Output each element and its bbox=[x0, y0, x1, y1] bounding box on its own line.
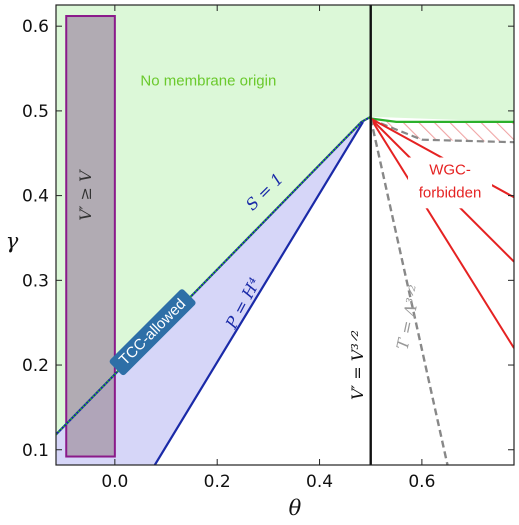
x-tick-label: 0.2 bbox=[204, 472, 231, 492]
wgc-upper-line bbox=[370, 117, 514, 124]
y-tick-label: 0.5 bbox=[22, 102, 49, 122]
y-axis-label: γ bbox=[6, 229, 19, 253]
x-axis-label: θ bbox=[289, 496, 302, 520]
wgc-boundary-line-2 bbox=[369, 117, 514, 349]
y-tick-label: 0.3 bbox=[22, 271, 49, 291]
wgc-dashed-line bbox=[370, 118, 514, 144]
v-prime-ge-v-label: V′ ≥ V bbox=[76, 169, 95, 221]
v-prime-ge-v-rect bbox=[65, 15, 116, 458]
tcc-allowed-region bbox=[56, 121, 363, 465]
x-tick-label: 0.4 bbox=[306, 472, 333, 492]
wgc-label-background bbox=[408, 157, 493, 209]
wgc-label-group: WGC- forbidden bbox=[408, 157, 493, 209]
wgc-label-line2: forbidden bbox=[419, 184, 482, 201]
tcc-label-background bbox=[109, 289, 196, 376]
no-membrane-label: No membrane origin bbox=[140, 72, 276, 89]
y-tick-label: 0.1 bbox=[22, 441, 49, 461]
x-tick-label: 0.0 bbox=[101, 472, 128, 492]
wgc-hatch-region bbox=[370, 118, 514, 143]
x-tick-label: 0.6 bbox=[408, 472, 435, 492]
t-equals-lambda-line bbox=[369, 118, 449, 465]
t-equals-lambda-label: T = Λ³ᐟ² bbox=[393, 283, 425, 351]
y-tick-label: 0.6 bbox=[22, 17, 49, 37]
plot-area bbox=[56, 5, 514, 465]
p-equals-h4-line bbox=[153, 121, 364, 465]
wgc-label-line1: WGC- bbox=[429, 161, 471, 178]
plot-frame bbox=[55, 4, 515, 466]
y-tick-label: 0.2 bbox=[22, 356, 49, 376]
no-membrane-region bbox=[56, 5, 514, 435]
axis-ticks: 0.0 0.2 0.4 0.6 0.1 0.2 0.3 0.4 0.5 0.6 bbox=[22, 5, 514, 492]
y-tick-label: 0.4 bbox=[22, 187, 49, 207]
v-prime-vertical-label: V′ = V³ᐟ² bbox=[348, 330, 367, 400]
